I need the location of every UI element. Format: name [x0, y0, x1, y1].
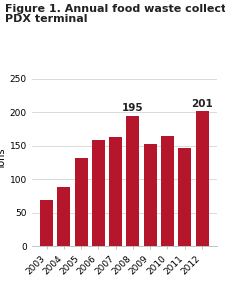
Y-axis label: Tons: Tons	[0, 148, 7, 170]
Bar	[195, 112, 208, 246]
Bar	[160, 136, 173, 246]
Bar	[178, 148, 190, 246]
Bar	[57, 187, 70, 246]
Text: PDX terminal: PDX terminal	[4, 14, 87, 23]
Bar	[143, 144, 156, 246]
Bar	[126, 116, 139, 246]
Text: Figure 1. Annual food waste collected from: Figure 1. Annual food waste collected fr…	[4, 4, 225, 14]
Bar	[92, 140, 104, 246]
Text: 195: 195	[122, 103, 143, 113]
Bar	[40, 200, 53, 246]
Bar	[74, 158, 87, 246]
Bar	[109, 137, 122, 246]
Text: 201: 201	[190, 99, 212, 109]
